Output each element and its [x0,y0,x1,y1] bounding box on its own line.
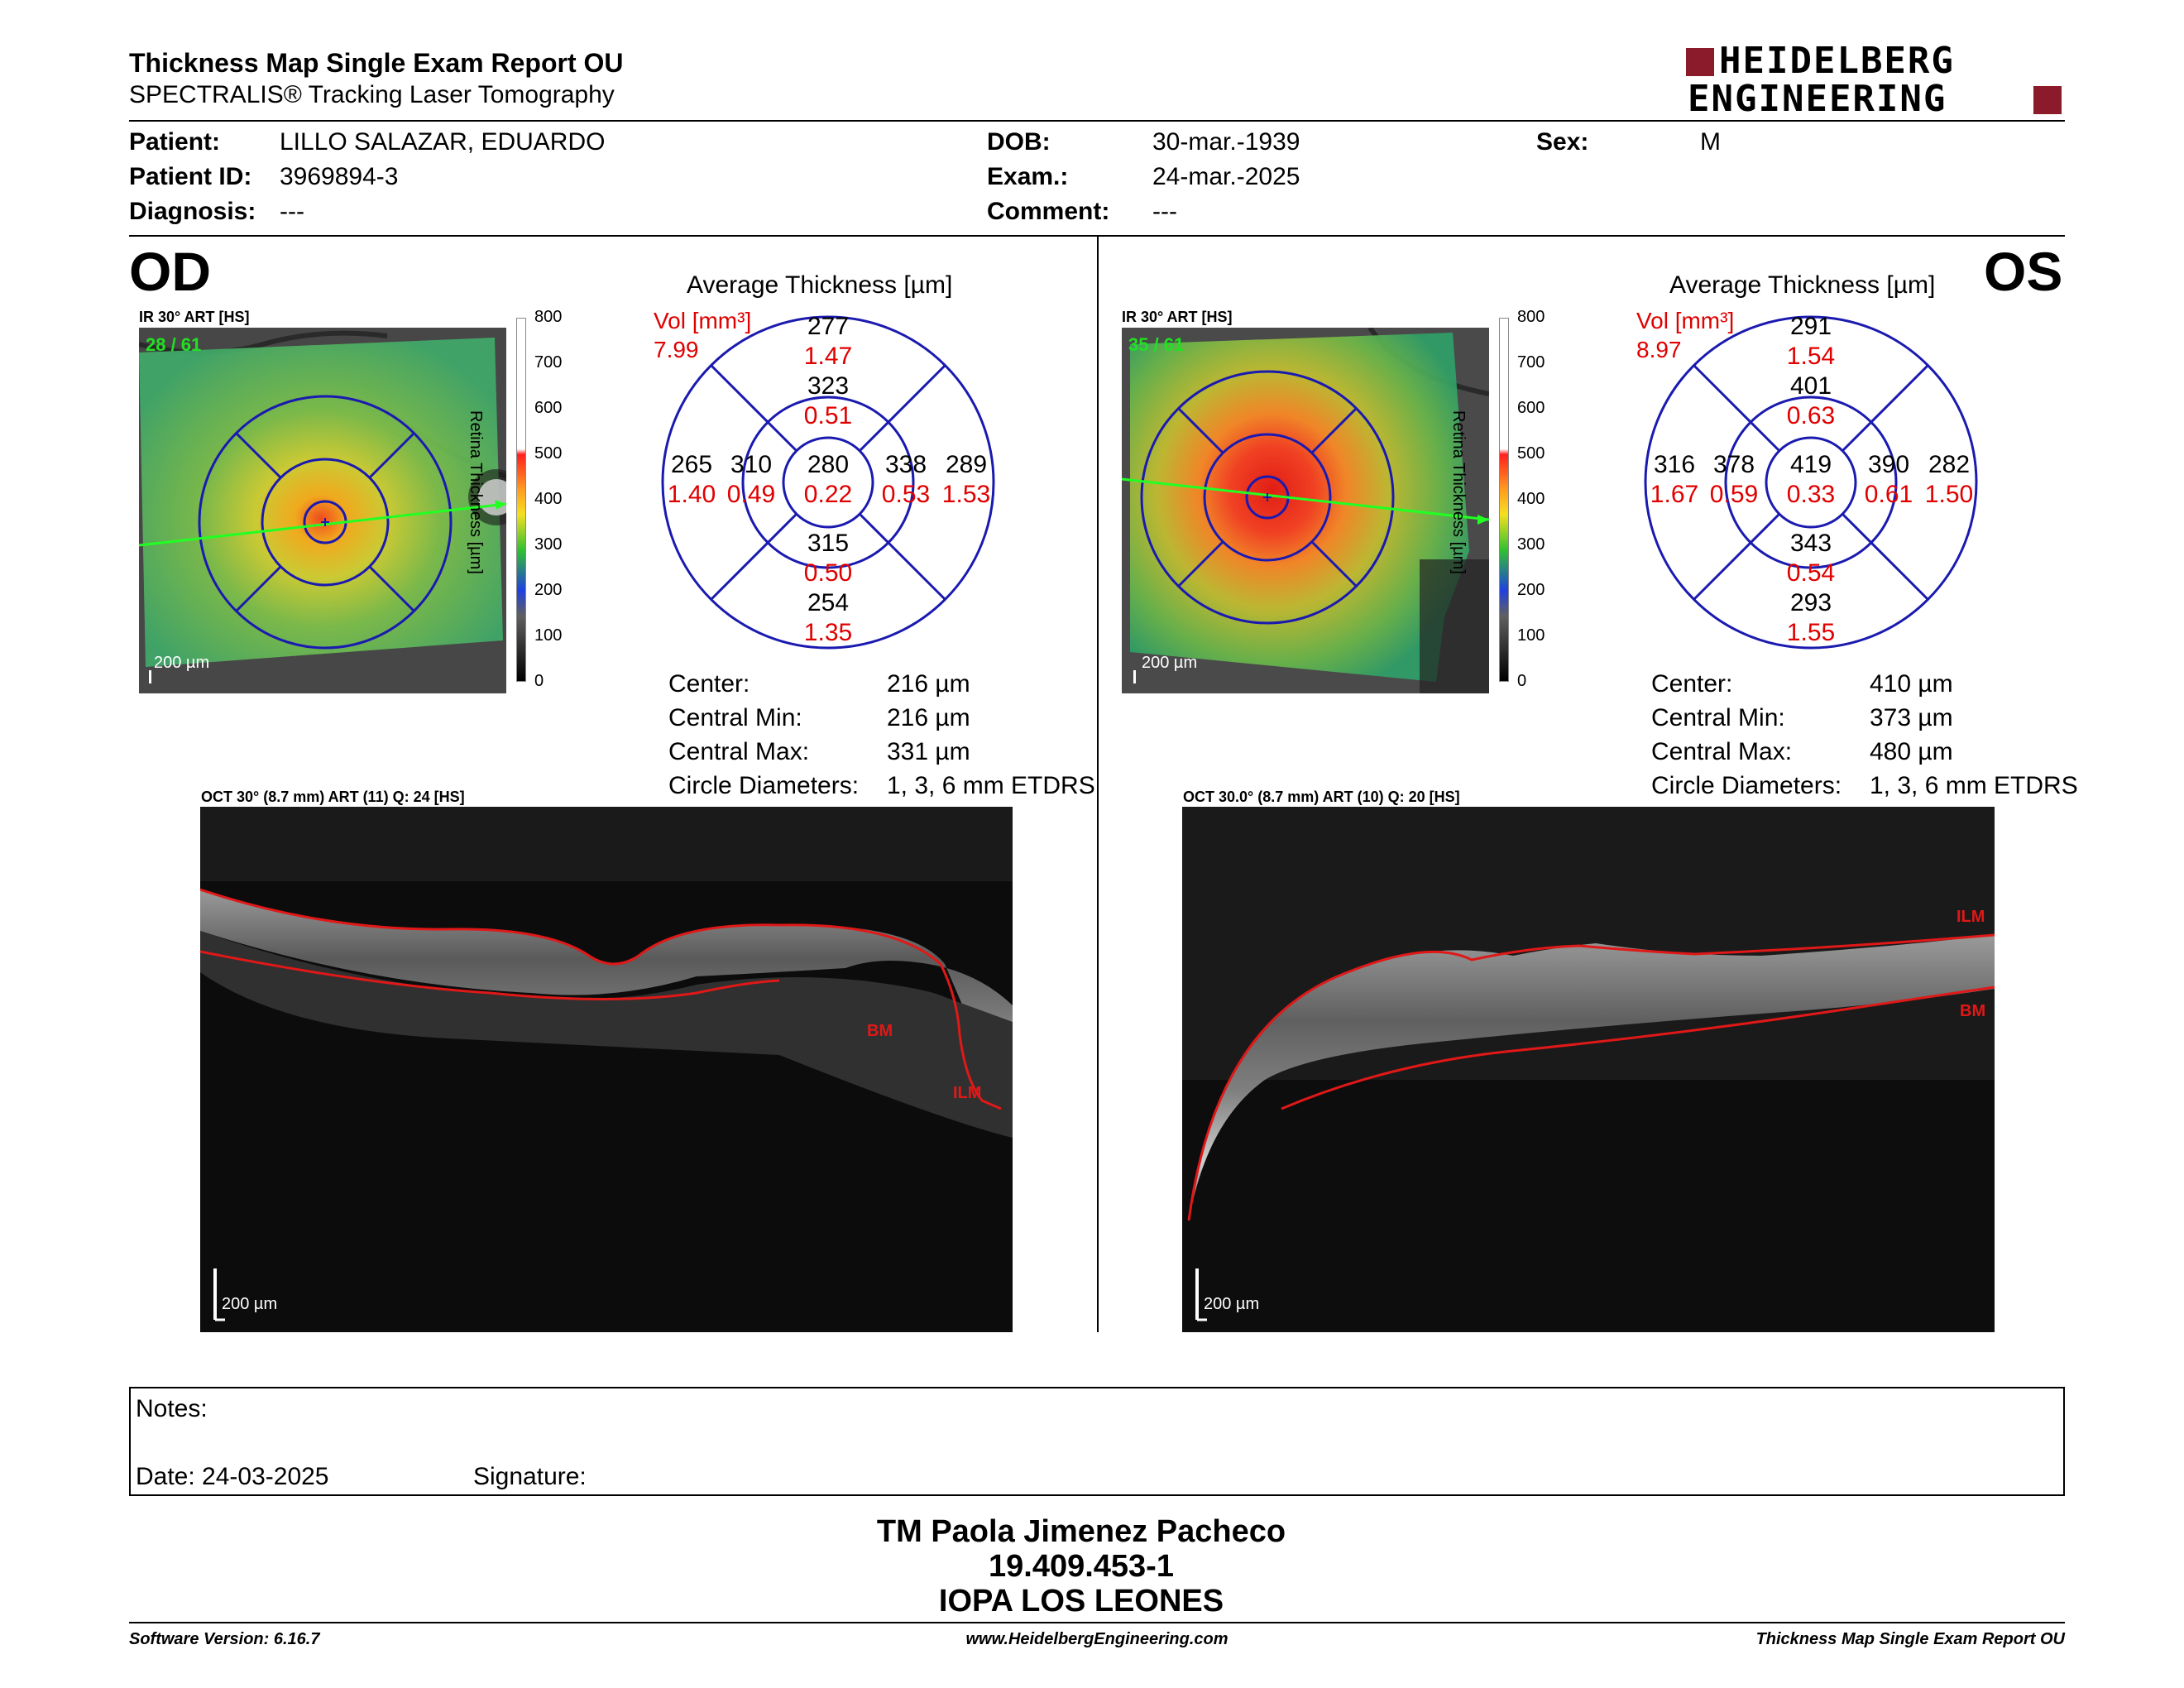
signer-institution: IOPA LOS LEONES [938,1584,1224,1618]
os-sup-outer-thickness: 291 [1789,313,1832,340]
os-frame-count: 35 / 61 [1128,334,1185,355]
os-temp-outer-thickness: 316 [1653,451,1696,478]
notes-date: Date: 24-03-2025 [136,1463,329,1490]
od-temp-outer-volume: 1.40 [667,481,716,508]
os-vol-label: Vol [mm³] [1636,308,1735,333]
os-avg-title: Average Thickness [µm] [1669,271,1936,299]
od-sup-outer-thickness: 277 [807,313,850,340]
od-ir-scale: 200 µm [154,654,210,672]
od-oct-scale: 200 µm [222,1295,278,1313]
patient-id-label: Patient ID: [129,163,252,190]
signer-block: TM Paola Jimenez Pacheco 19.409.453-1 IO… [0,1514,2184,1618]
od-sup-outer-volume: 1.47 [803,343,853,370]
os-scale-title: Retina Thickness [µm] [1449,410,1468,574]
patient-id: 3969894-3 [280,163,399,190]
od-temp-inner-volume: 0.49 [726,481,776,508]
os-temp-inner-volume: 0.59 [1709,481,1759,508]
os-ilm-label: ILM [1956,908,1985,926]
od-temp-outer-thickness: 265 [670,451,713,478]
od-etdrs-grid [661,315,995,650]
od-center-thickness: 280 [807,451,850,478]
footer-report-name: Thickness Map Single Exam Report OU [1755,1630,2065,1648]
od-fundus-thickness-map: 28 / 61 200 µm [139,328,506,693]
od-vol-label: Vol [mm³] [654,308,752,333]
od-avg-title: Average Thickness [µm] [687,271,953,299]
comment-label: Comment: [987,198,1110,225]
os-nasal-inner-thickness: 390 [1867,451,1910,478]
report-title: Thickness Map Single Exam Report OU [129,48,624,78]
notes-label: Notes: [136,1395,208,1422]
notes-signature-label: Signature: [473,1463,587,1490]
od-nasal-inner-volume: 0.53 [881,481,931,508]
os-nasal-inner-volume: 0.61 [1864,481,1913,508]
od-inf-inner-volume: 0.50 [803,559,853,587]
od-sup-inner-thickness: 323 [807,372,850,400]
eye-divider [1097,237,1099,1332]
od-nasal-outer-volume: 1.53 [941,481,991,508]
od-temp-inner-thickness: 310 [730,451,773,478]
footer-software: Software Version: 6.16.7 [129,1630,320,1648]
os-inf-inner-volume: 0.54 [1786,559,1836,587]
os-temp-outer-volume: 1.67 [1650,481,1699,508]
od-center-volume: 0.22 [803,481,853,508]
od-inf-outer-volume: 1.35 [803,619,853,646]
comment-value: --- [1152,198,1177,225]
od-sup-inner-volume: 0.51 [803,402,853,429]
os-fundus-thickness-map: 35 / 61 200 µm [1122,328,1489,693]
os-oct-scale: 200 µm [1204,1295,1260,1313]
patient-name: LILLO SALAZAR, EDUARDO [280,128,606,156]
od-oct-label: OCT 30° (8.7 mm) ART (11) Q: 24 [HS] [201,789,465,805]
os-inf-inner-thickness: 343 [1789,530,1832,557]
od-frame-count: 28 / 61 [146,334,202,355]
exam-label: Exam.: [987,163,1069,190]
os-ir-label: IR 30° ART [HS] [1122,309,1233,325]
od-nasal-inner-thickness: 338 [884,451,927,478]
od-color-scale [516,318,526,682]
os-eye-label: OS [1984,241,2063,302]
os-inf-outer-volume: 1.55 [1786,619,1836,646]
os-vol-value: 8.97 [1636,337,1682,362]
os-oct-bscan: 200 µm ILM BM [1182,807,1995,1332]
os-inf-outer-thickness: 293 [1789,589,1832,616]
od-oct-bscan: 200 µm ILM BM [200,807,1013,1332]
diagnosis-value: --- [280,198,304,225]
diagnosis-label: Diagnosis: [129,198,256,225]
od-inf-outer-thickness: 254 [807,589,850,616]
signer-name: TM Paola Jimenez Pacheco [876,1514,1286,1549]
os-color-scale [1499,318,1509,682]
patient-label: Patient: [129,128,221,156]
os-temp-inner-thickness: 378 [1712,451,1755,478]
dob-value: 30-mar.-1939 [1152,128,1300,156]
od-scale-title: Retina Thickness [µm] [467,410,485,574]
sex-label: Sex: [1536,128,1589,156]
os-etdrs-grid [1644,315,1978,650]
os-center-thickness: 419 [1789,451,1832,478]
od-ilm-label: ILM [953,1084,982,1102]
os-sup-inner-thickness: 401 [1789,372,1832,400]
od-bm-label: BM [867,1022,893,1040]
os-sup-outer-volume: 1.54 [1786,343,1836,370]
od-vol-value: 7.99 [654,337,699,362]
od-ir-label: IR 30° ART [HS] [139,309,250,325]
os-bm-label: BM [1960,1002,1986,1020]
os-sup-inner-volume: 0.63 [1786,402,1836,429]
footer-website: www.HeidelbergEngineering.com [965,1630,1228,1648]
notes-box: Notes: Date: 24-03-2025 Signature: [129,1387,2065,1496]
os-oct-label: OCT 30.0° (8.7 mm) ART (10) Q: 20 [HS] [1183,789,1460,805]
os-center-volume: 0.33 [1786,481,1836,508]
report-subtitle: SPECTRALIS® Tracking Laser Tomography [129,81,615,108]
os-nasal-outer-volume: 1.50 [1924,481,1974,508]
exam-value: 24-mar.-2025 [1152,163,1300,190]
dob-label: DOB: [987,128,1051,156]
signer-rut: 19.409.453-1 [989,1549,1174,1584]
sex-value: M [1700,128,1721,156]
od-eye-label: OD [129,241,211,302]
os-nasal-outer-thickness: 282 [1928,451,1971,478]
os-ir-scale: 200 µm [1142,654,1198,672]
od-inf-inner-thickness: 315 [807,530,850,557]
od-nasal-outer-thickness: 289 [945,451,988,478]
